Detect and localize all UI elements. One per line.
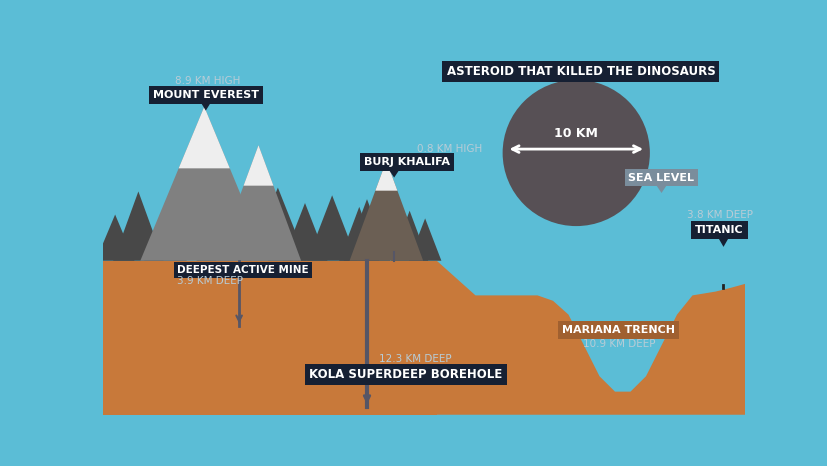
Polygon shape [248, 188, 307, 261]
Polygon shape [282, 203, 327, 261]
Text: 12.3 KM DEEP: 12.3 KM DEEP [378, 354, 451, 364]
Polygon shape [409, 219, 441, 261]
Text: 10.9 KM DEEP: 10.9 KM DEEP [582, 339, 654, 349]
Polygon shape [716, 236, 729, 247]
Text: DEEPEST ACTIVE MINE: DEEPEST ACTIVE MINE [177, 265, 308, 275]
Polygon shape [339, 207, 379, 261]
Text: SEA LEVEL: SEA LEVEL [628, 172, 694, 183]
Polygon shape [654, 184, 667, 193]
Text: KOLA SUPERDEEP BOREHOLE: KOLA SUPERDEEP BOREHOLE [308, 368, 502, 381]
Polygon shape [144, 207, 187, 261]
Polygon shape [196, 195, 251, 261]
Text: 8.9 KM HIGH: 8.9 KM HIGH [175, 75, 241, 86]
Polygon shape [199, 101, 212, 110]
Polygon shape [390, 211, 428, 261]
Text: TITANIC: TITANIC [695, 225, 743, 235]
Polygon shape [96, 214, 134, 261]
Polygon shape [375, 161, 397, 191]
Text: MARIANA TRENCH: MARIANA TRENCH [562, 325, 675, 335]
Polygon shape [140, 107, 268, 261]
Polygon shape [179, 107, 230, 168]
Text: MOUNT EVEREST: MOUNT EVEREST [153, 90, 259, 100]
Polygon shape [113, 192, 164, 261]
Polygon shape [343, 199, 390, 261]
Polygon shape [216, 145, 301, 261]
Polygon shape [231, 264, 239, 276]
Polygon shape [307, 195, 357, 261]
Text: 10 KM: 10 KM [553, 127, 597, 140]
Polygon shape [388, 168, 399, 178]
Text: 3.8 KM DEEP: 3.8 KM DEEP [686, 210, 752, 219]
Text: ASTEROID THAT KILLED THE DINOSAURS: ASTEROID THAT KILLED THE DINOSAURS [446, 65, 715, 78]
Polygon shape [243, 145, 273, 185]
Text: 3.9 KM DEEP: 3.9 KM DEEP [177, 276, 243, 286]
Circle shape [502, 80, 649, 226]
Text: BURJ KHALIFA: BURJ KHALIFA [364, 157, 450, 167]
Polygon shape [349, 161, 423, 261]
Text: 0.8 KM HIGH: 0.8 KM HIGH [417, 144, 482, 154]
Polygon shape [103, 261, 436, 415]
Polygon shape [436, 261, 744, 415]
